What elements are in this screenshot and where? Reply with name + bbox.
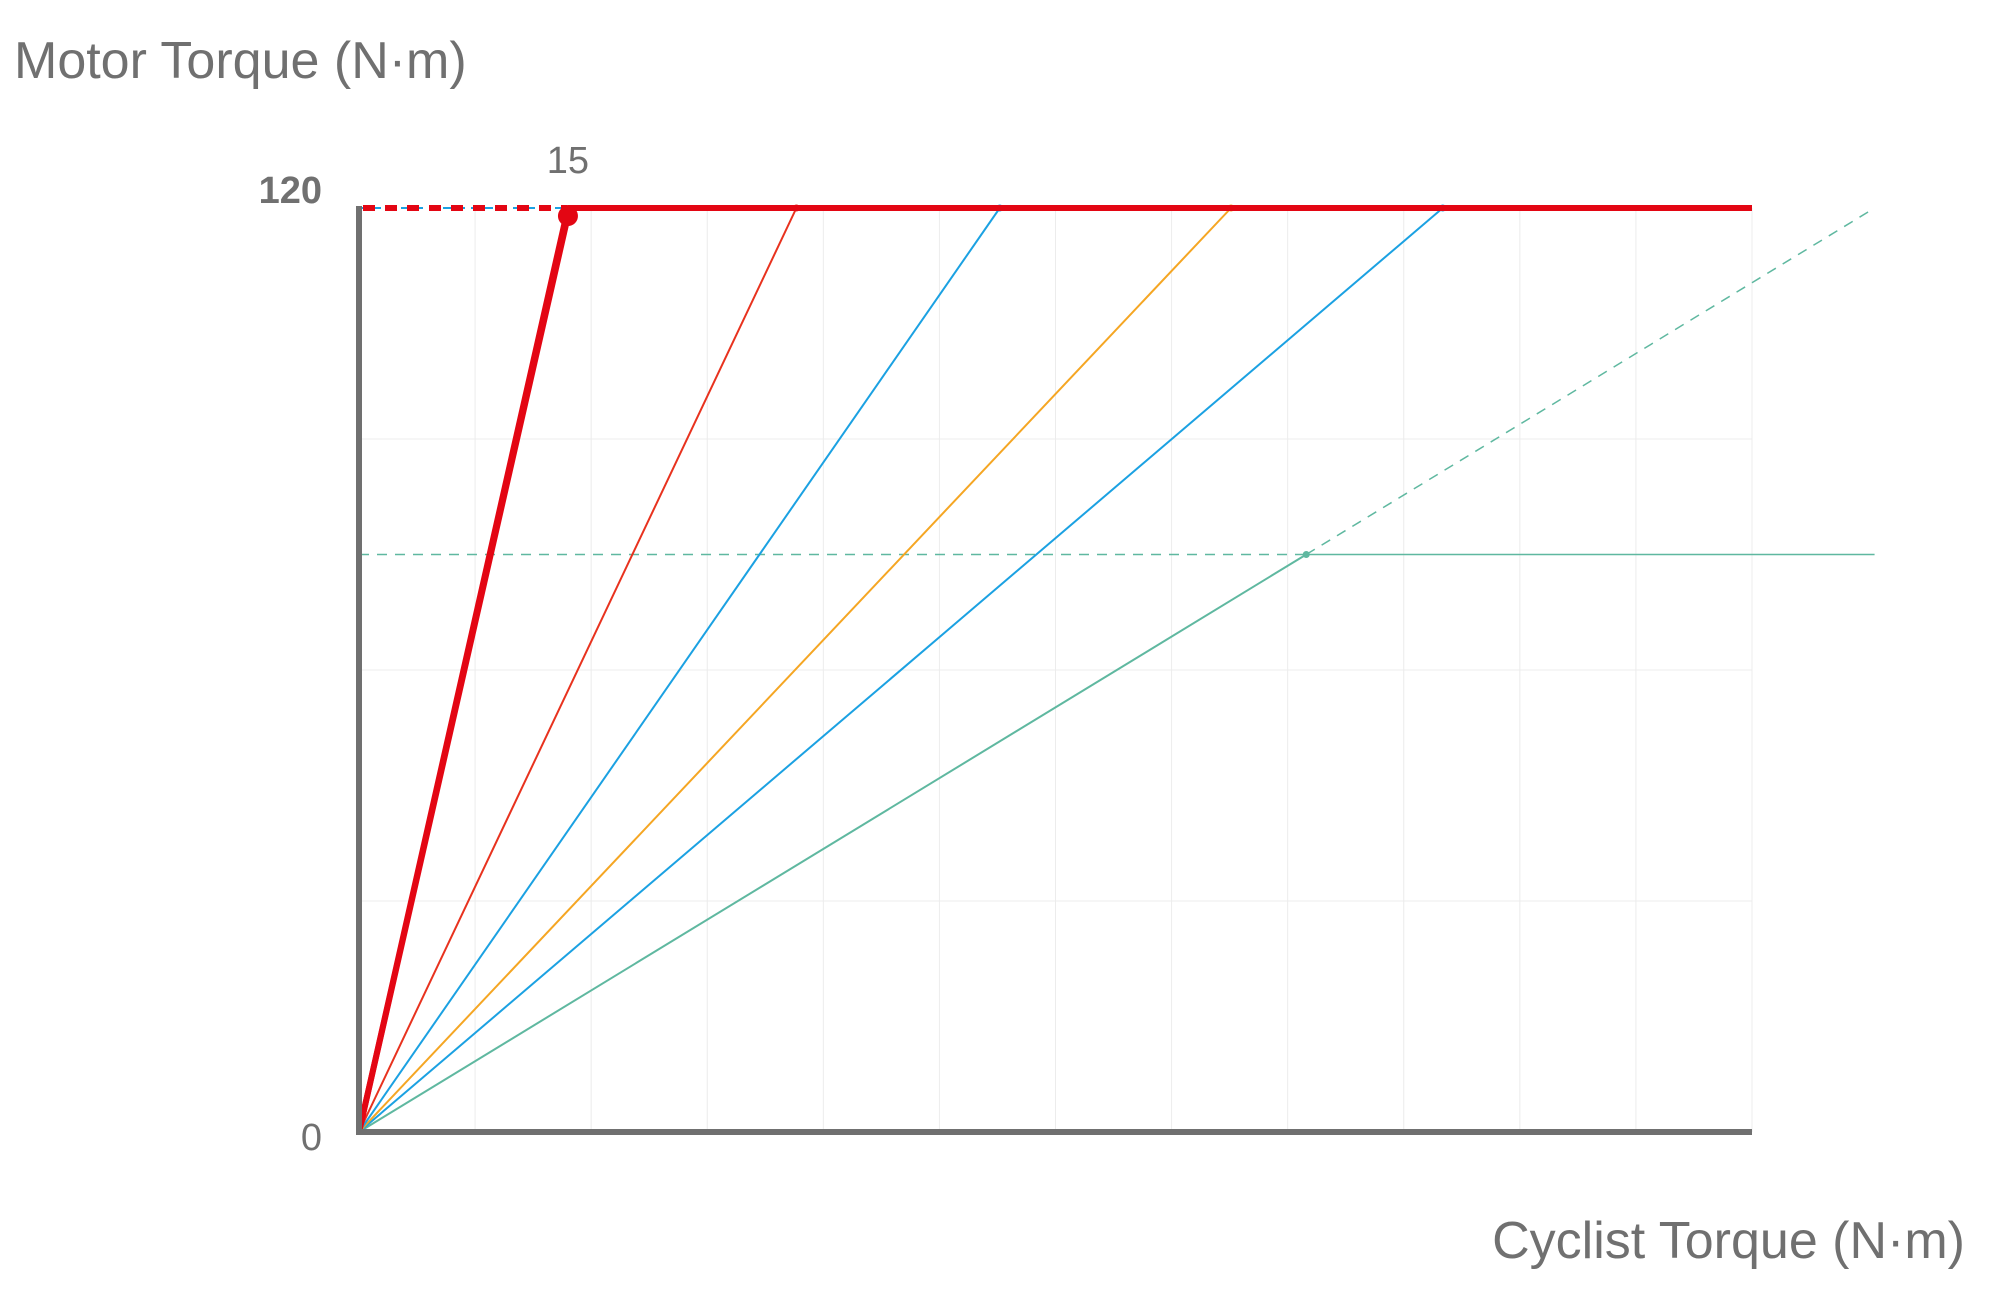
y-tick-label-min: 0 [301,1117,322,1159]
series-line-assist-3.8 [358,207,798,1133]
y-tick-label-max: 120 [259,170,322,212]
series-group [356,204,1875,1133]
extension-line-dashed-assist-1.1 [1305,207,1875,556]
x-axis-title: Cyclist Torque (N·m) [1492,1212,1965,1270]
series-line-assist-1.1 [358,553,1307,1133]
y-axis-title: Motor Torque (N·m) [14,32,467,90]
highlight-label: 15 [547,140,589,182]
series-line-assist-2.6 [358,207,1001,1133]
series-end-point-assist-1.1 [1302,551,1310,558]
highlight-point [557,206,578,226]
highlight-series-line [356,215,571,1133]
series-line-assist-1.9 [358,207,1232,1133]
series-line-assist-1.54 [358,207,1444,1133]
grid [359,208,1753,1132]
